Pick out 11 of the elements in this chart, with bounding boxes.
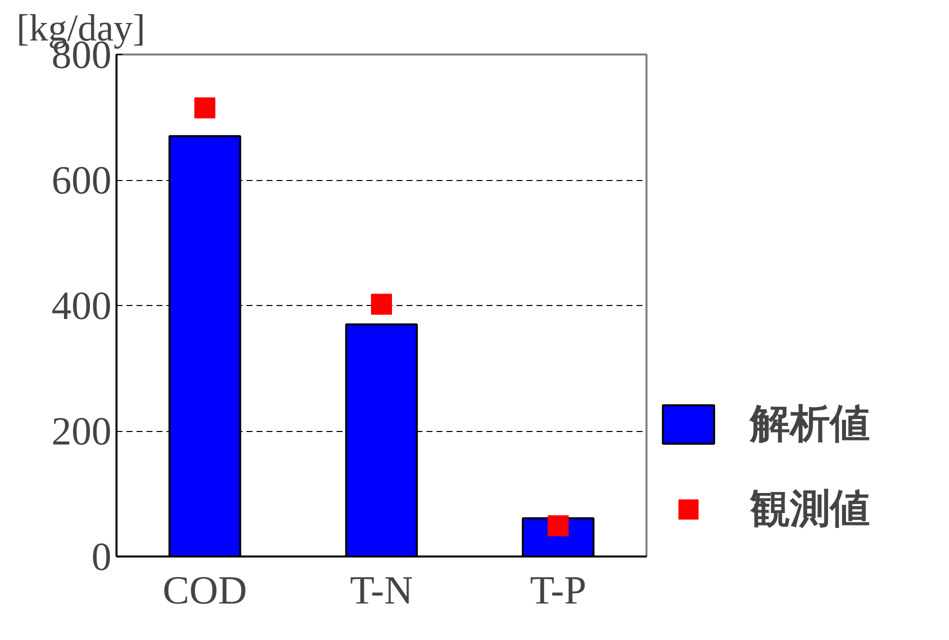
point [194,97,216,118]
x-tick-label: T-P [530,568,586,612]
y-tick-label: 200 [52,408,112,454]
legend-label: 観測値 [750,485,870,534]
point [371,294,392,315]
y-tick-label: 0 [92,534,112,579]
x-tick-label: COD [162,568,248,612]
x-tick-label: T-N [350,568,413,612]
y-tick-label: 400 [52,283,112,328]
y-tick-label: 600 [52,158,112,202]
legend-label: 解析値 [750,400,870,449]
